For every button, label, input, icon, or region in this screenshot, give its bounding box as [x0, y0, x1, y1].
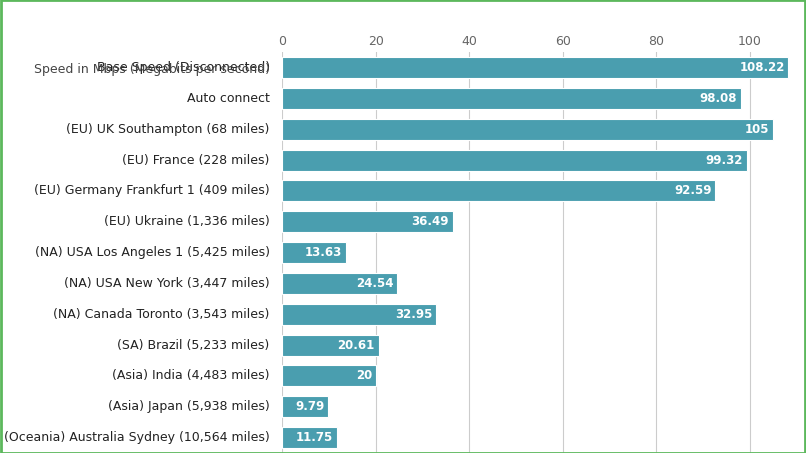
- Text: 11.75: 11.75: [296, 431, 334, 444]
- Text: (EU) France (228 miles): (EU) France (228 miles): [123, 154, 270, 167]
- Text: 20: 20: [355, 369, 372, 382]
- Bar: [282, 427, 337, 448]
- Bar: [282, 180, 715, 201]
- Text: 108.22: 108.22: [739, 61, 784, 74]
- Bar: [282, 366, 376, 386]
- Text: 105: 105: [745, 123, 770, 136]
- Bar: [282, 396, 328, 417]
- Text: (NA) USA New York (3,447 miles): (NA) USA New York (3,447 miles): [64, 277, 270, 290]
- Text: (EU) UK Southampton (68 miles): (EU) UK Southampton (68 miles): [66, 123, 270, 136]
- Text: 98.08: 98.08: [700, 92, 737, 105]
- Text: 99.32: 99.32: [705, 154, 743, 167]
- Text: 36.49: 36.49: [412, 215, 449, 228]
- Text: Base Speed (Disconnected): Base Speed (Disconnected): [97, 61, 270, 74]
- Bar: [282, 149, 746, 170]
- Text: 24.54: 24.54: [355, 277, 393, 290]
- Text: (NA) USA Los Angeles 1 (5,425 miles): (NA) USA Los Angeles 1 (5,425 miles): [35, 246, 270, 259]
- Text: 92.59: 92.59: [674, 184, 712, 198]
- Text: (NA) Canada Toronto (3,543 miles): (NA) Canada Toronto (3,543 miles): [53, 308, 270, 321]
- Text: (EU) Ukraine (1,336 miles): (EU) Ukraine (1,336 miles): [104, 215, 270, 228]
- Text: 32.95: 32.95: [395, 308, 433, 321]
- Text: (Asia) India (4,483 miles): (Asia) India (4,483 miles): [112, 369, 270, 382]
- Bar: [282, 242, 346, 263]
- Bar: [282, 304, 436, 325]
- Bar: [282, 119, 773, 140]
- Bar: [282, 88, 741, 109]
- Text: 13.63: 13.63: [305, 246, 342, 259]
- Text: 9.79: 9.79: [295, 400, 324, 413]
- Bar: [282, 57, 788, 78]
- Bar: [282, 273, 397, 294]
- Text: (Oceania) Australia Sydney (10,564 miles): (Oceania) Australia Sydney (10,564 miles…: [4, 431, 270, 444]
- Bar: [282, 335, 379, 356]
- Text: (EU) Germany Frankfurt 1 (409 miles): (EU) Germany Frankfurt 1 (409 miles): [34, 184, 270, 198]
- Text: Die Geschwindigkeiten von PIA waren besonders beeindruckend in Europa: Die Geschwindigkeiten von PIA waren beso…: [38, 17, 768, 35]
- Text: (SA) Brazil (5,233 miles): (SA) Brazil (5,233 miles): [118, 338, 270, 352]
- Text: (Asia) Japan (5,938 miles): (Asia) Japan (5,938 miles): [108, 400, 270, 413]
- Text: Auto connect: Auto connect: [187, 92, 270, 105]
- Text: 20.61: 20.61: [338, 338, 375, 352]
- Text: Speed in Mbps (Megabits per second): Speed in Mbps (Megabits per second): [34, 63, 270, 77]
- Bar: [282, 211, 453, 232]
